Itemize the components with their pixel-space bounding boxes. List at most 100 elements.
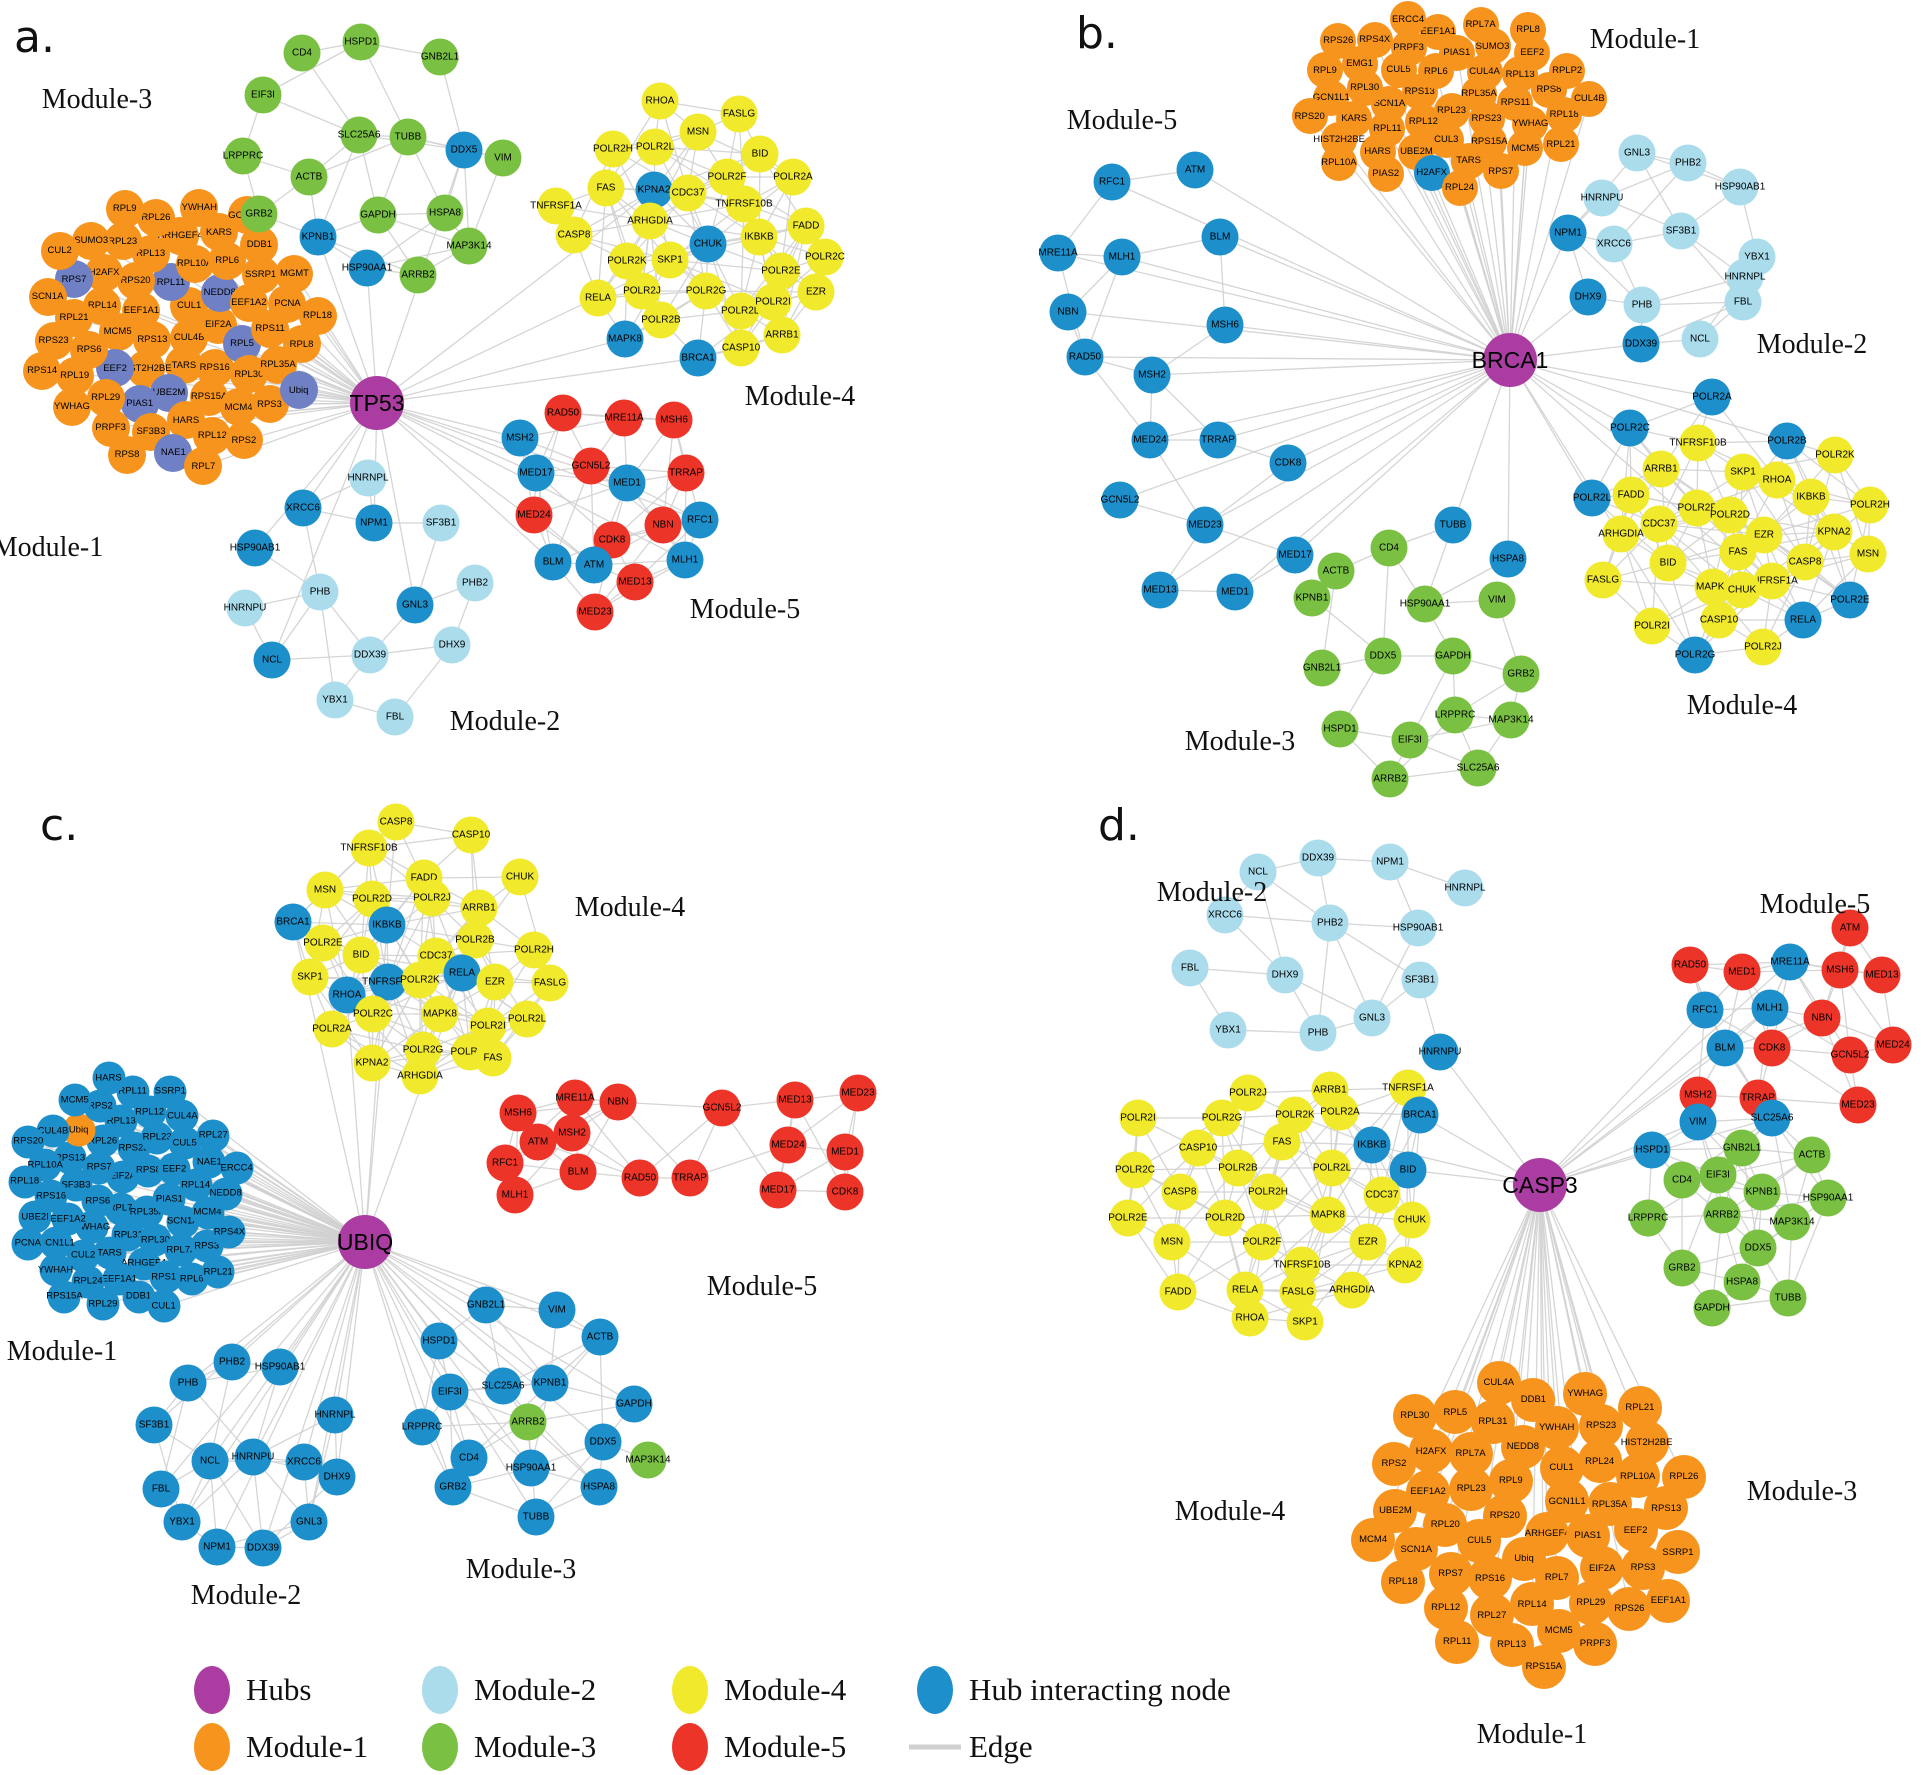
node-label: EIF2A bbox=[1589, 1562, 1616, 1574]
node-label: GCN1L1 bbox=[1312, 92, 1350, 104]
node-label: RELA bbox=[1231, 1284, 1259, 1295]
node-label: RPL24 bbox=[73, 1275, 103, 1287]
node-label: HNRNPL bbox=[1724, 271, 1766, 282]
node-label: RPL5 bbox=[230, 338, 254, 350]
node-TUBB: TUBB bbox=[389, 118, 427, 156]
node-label: CD4 bbox=[1671, 1174, 1692, 1185]
edge bbox=[376, 338, 626, 404]
node-label: CDC37 bbox=[1642, 518, 1676, 529]
node-label: ARHGEF4 bbox=[157, 230, 203, 242]
node-MLH1: MLH1 bbox=[666, 541, 704, 579]
edge bbox=[364, 1241, 423, 1428]
node-label: POLR2J bbox=[623, 285, 661, 296]
node-label: FASLG bbox=[1586, 574, 1620, 585]
node-label: YWHAG bbox=[1512, 117, 1549, 129]
node-label: BID bbox=[1399, 1164, 1417, 1175]
node-BLM: BLM bbox=[1201, 218, 1239, 256]
node-label: MCM4 bbox=[1359, 1534, 1388, 1546]
node-POLR2L: POLR2L bbox=[636, 128, 674, 166]
node-KPNA2: KPNA2 bbox=[1386, 1246, 1424, 1284]
node-label: XRCC6 bbox=[287, 1456, 321, 1467]
node-DHX9: DHX9 bbox=[318, 1458, 356, 1496]
node-label: POLR2I bbox=[470, 1020, 506, 1031]
node-label: CASP8 bbox=[557, 229, 591, 240]
node-XRCC6: XRCC6 bbox=[1206, 896, 1244, 934]
node-label: CD4 bbox=[1378, 542, 1399, 553]
node-label: PRPF3 bbox=[95, 421, 126, 433]
node-label: ARRB1 bbox=[765, 329, 799, 340]
node-label: MSN bbox=[313, 884, 337, 895]
node-label: MSN bbox=[1160, 1236, 1184, 1247]
node-label: H2AFX bbox=[1416, 167, 1448, 179]
node-label: PIAS1 bbox=[1443, 46, 1471, 58]
node-label: SCN1A bbox=[1373, 98, 1406, 110]
node-DDX5: DDX5 bbox=[445, 131, 483, 169]
node-CD4: CD4 bbox=[1370, 529, 1408, 567]
node-FADD: FADD bbox=[1612, 476, 1650, 514]
node-label: GNB2L1 bbox=[1722, 1142, 1762, 1153]
panel-letter-d: d. bbox=[1098, 800, 1140, 851]
node-MED13: MED13 bbox=[616, 563, 654, 601]
node-label: DHX9 bbox=[323, 1471, 351, 1482]
node-label: DHX9 bbox=[438, 639, 466, 650]
node-label: TRRAP bbox=[1741, 1092, 1775, 1103]
node-RAD50: RAD50 bbox=[1671, 946, 1709, 984]
node-label: ARRB2 bbox=[1373, 773, 1407, 784]
node-CD4: CD4 bbox=[283, 34, 321, 72]
node-MSH6: MSH6 bbox=[1206, 306, 1244, 344]
node-label: SSRP1 bbox=[154, 1085, 186, 1097]
edge bbox=[376, 189, 655, 404]
node-label: DDX5 bbox=[1744, 1242, 1772, 1253]
node-label: HNRNPU bbox=[1580, 192, 1624, 203]
node-label: ARHGDIA bbox=[397, 1070, 443, 1081]
node-label: EEF1A2 bbox=[1410, 1485, 1446, 1497]
module-label-module-2: Module-2 bbox=[449, 706, 561, 737]
edge bbox=[1151, 359, 1511, 376]
node-label: RPL35A bbox=[129, 1206, 166, 1218]
node-label: RPS13 bbox=[1651, 1502, 1682, 1514]
module-label-module-5: Module-5 bbox=[706, 1271, 818, 1302]
node-EIF3I: EIF3I bbox=[244, 76, 282, 114]
legend-swatch-hub-interacting-node bbox=[917, 1666, 953, 1714]
node-GAPDH: GAPDH bbox=[1693, 1289, 1731, 1327]
node-label: PCNA bbox=[14, 1237, 41, 1249]
node-label: DDX39 bbox=[353, 649, 387, 660]
node-label: CASP10 bbox=[721, 342, 761, 353]
node-NPM1: NPM1 bbox=[1549, 214, 1587, 252]
node-ATM: ATM bbox=[1176, 151, 1214, 189]
edge bbox=[334, 1241, 366, 1416]
node-label: ARHGDIA bbox=[1598, 528, 1644, 539]
node-label: PHB bbox=[177, 1377, 199, 1388]
node-label: CDC37 bbox=[419, 950, 453, 961]
node-PHB2: PHB2 bbox=[1669, 144, 1707, 182]
node-label: MED24 bbox=[1133, 434, 1167, 445]
node-TNFRSF1A: TNFRSF1A bbox=[530, 187, 582, 225]
node-label: CUL5 bbox=[1467, 1535, 1492, 1547]
node-MLH1: MLH1 bbox=[496, 1176, 534, 1214]
edge bbox=[1539, 1184, 1558, 1429]
node-label: NEDD8 bbox=[203, 287, 236, 299]
node-NBN: NBN bbox=[1049, 293, 1087, 331]
node-label: NBN bbox=[607, 1096, 629, 1107]
node-label: KARS bbox=[206, 226, 232, 238]
node-label: TNFRSF1A bbox=[1382, 1082, 1434, 1093]
node-RFC1: RFC1 bbox=[486, 1144, 524, 1182]
node-label: TNFRSF10B bbox=[1273, 1259, 1331, 1270]
node-NPM1: NPM1 bbox=[1371, 843, 1409, 881]
node-label: MLH1 bbox=[671, 554, 699, 565]
node-label: RPL27 bbox=[1477, 1609, 1507, 1621]
node-label: HNRNPL bbox=[347, 472, 389, 483]
node-DDX5: DDX5 bbox=[1364, 637, 1402, 675]
node-label: RPL12 bbox=[1408, 116, 1438, 128]
node-label: RPS16 bbox=[1474, 1572, 1506, 1584]
node-label: RPS23 bbox=[38, 335, 69, 347]
node-GNB2L1: GNB2L1 bbox=[467, 1286, 505, 1324]
edge bbox=[1458, 187, 1511, 361]
node-label: SCN1A bbox=[1400, 1543, 1433, 1555]
node-POLR2D: POLR2D bbox=[1710, 496, 1750, 534]
node-label: CUL4B bbox=[1574, 92, 1605, 104]
node-label: ARHGEF4 bbox=[1524, 1527, 1570, 1539]
node-CUL2: CUL2 bbox=[40, 231, 79, 270]
node-MSN: MSN bbox=[1849, 535, 1887, 573]
